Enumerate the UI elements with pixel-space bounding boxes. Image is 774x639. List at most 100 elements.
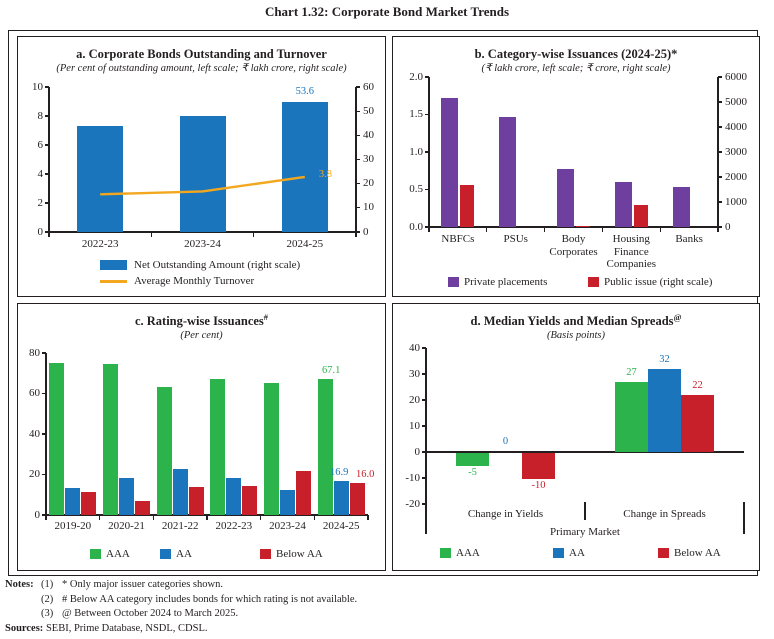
bar xyxy=(242,486,258,515)
y2-axis-tick xyxy=(356,134,360,136)
notes-block: Notes: (1) * Only major issuer categories … xyxy=(5,578,765,636)
y-axis-tick xyxy=(45,144,49,146)
y-tick-label: 40 xyxy=(29,427,40,440)
legend-label: AA xyxy=(569,547,585,559)
x-axis-tick xyxy=(659,227,661,232)
legend-label: AAA xyxy=(106,548,130,560)
bar xyxy=(81,491,97,515)
chart-title: Chart 1.32: Corporate Bond Market Trends xyxy=(264,4,510,19)
y-axis-tick xyxy=(45,202,49,204)
panel-b-plot: 0.0 0.5 1.0 1.5 2.0 0 1000 2000 3000 4000 5000 6000… xyxy=(393,37,759,296)
y2-axis-tick xyxy=(356,86,360,88)
y-axis-line xyxy=(425,348,427,534)
y-tick-label: 10 xyxy=(32,80,43,93)
y-tick-label: 1.0 xyxy=(409,145,423,158)
y-tick-label: 0 xyxy=(37,225,44,238)
panel-c-title-text: c. Rating-wise Issuances xyxy=(134,314,264,329)
value-label: 22 xyxy=(692,379,703,391)
y-tick-label: 1.5 xyxy=(409,108,423,120)
x-axis-line xyxy=(426,451,744,453)
y2-axis-tick xyxy=(718,126,722,128)
y2-tick-label: 40 xyxy=(363,128,374,141)
note-line-3: (3) @ Between October 2024 to March 2025. xyxy=(5,607,765,622)
sources-text: SEBI, Prime Database, NSDL, CDSL. xyxy=(45,622,208,634)
panel-d-title: d. Median Yields and Median Spreads@ xyxy=(393,310,759,329)
legend-swatch xyxy=(90,549,101,559)
x-category-label: 2024-25 xyxy=(286,238,324,250)
y2-tick-label: 0 xyxy=(725,220,731,233)
y-tick-label: 30 xyxy=(409,367,420,380)
bar xyxy=(135,500,150,515)
legend-swatch xyxy=(448,277,459,287)
y-tick-label: 0 xyxy=(34,508,41,521)
y-axis-tick xyxy=(422,373,426,375)
bar xyxy=(614,182,632,227)
bar xyxy=(49,363,65,515)
y-axis-tick xyxy=(422,503,426,505)
note-line-1: Notes: (1) * Only major issuer categories … xyxy=(5,578,765,593)
bar xyxy=(349,482,365,515)
x-axis-tick xyxy=(355,232,357,237)
y-tick-label: -20 xyxy=(405,497,420,510)
bar xyxy=(633,204,648,227)
legend-label: AAA xyxy=(456,547,480,559)
bar xyxy=(460,185,475,227)
y2-axis-tick xyxy=(356,158,360,161)
y2-axis-tick xyxy=(718,101,722,103)
bar xyxy=(317,379,333,515)
panel-c: c. Rating-wise Issuances# (Per cent) 0 20… xyxy=(17,303,386,571)
note-num: (2) xyxy=(41,593,54,605)
x-axis-tick xyxy=(313,515,315,520)
x-category-label: 2022-23 xyxy=(81,238,119,250)
value-label: -10 xyxy=(531,480,546,491)
x-axis-tick xyxy=(152,515,154,520)
legend-swatch xyxy=(588,277,599,287)
x-axis-tick xyxy=(428,227,430,232)
y-axis-tick xyxy=(425,113,429,116)
panel-a-title-text: a. Corporate Bonds Outstanding and Turno… xyxy=(76,47,327,62)
note-text: * Only major issuer categories shown. xyxy=(62,579,223,590)
y-axis-tick xyxy=(45,173,49,175)
panel-d-subtitle: (Basis points) xyxy=(546,330,606,342)
y-axis-tick xyxy=(45,115,49,117)
panel-d-plot: -20 -10 0 10 20 30 40 -5 0 -10 Change in Yields 27 3… xyxy=(393,304,759,570)
y2-tick-label: 4000 xyxy=(725,120,747,133)
y2-tick-label: 50 xyxy=(363,104,374,117)
legend-swatch xyxy=(100,260,127,270)
y-axis-tick xyxy=(422,477,426,479)
value-label: 16.9 xyxy=(329,466,349,478)
bar xyxy=(456,452,489,466)
bar xyxy=(156,387,172,515)
x-axis-tick xyxy=(150,232,152,237)
panel-d-title-sup: @ xyxy=(673,312,682,322)
x-category-label: 2024-25 xyxy=(322,520,360,532)
y-axis-tick xyxy=(422,399,426,401)
y-tick-label: 2 xyxy=(37,196,44,209)
y2-tick-label: 10 xyxy=(363,201,374,214)
bar xyxy=(280,489,295,515)
x-category-label: 2019-20 xyxy=(54,520,92,532)
x-category-label: Body Corporates xyxy=(549,233,598,258)
x-axis-title: Primary Market xyxy=(550,526,620,538)
legend-swatch xyxy=(260,549,271,559)
legend-label: AA xyxy=(176,548,192,560)
panel-c-title: c. Rating-wise Issuances# xyxy=(18,310,385,329)
value-label: 27 xyxy=(626,366,637,378)
x-category-label: PSUs xyxy=(503,233,528,245)
x-axis-tick xyxy=(717,227,719,232)
legend-swatch xyxy=(160,549,171,559)
y-tick-label: 20 xyxy=(409,393,420,406)
x-axis-tick xyxy=(367,515,369,520)
y2-tick-label: 6000 xyxy=(725,70,747,83)
y-axis-tick xyxy=(425,76,429,78)
y2-axis-line xyxy=(717,77,719,227)
x-axis-tick xyxy=(486,227,488,232)
legend-label: Average Monthly Turnover xyxy=(134,275,255,287)
note-num: (3) xyxy=(41,608,54,619)
bar xyxy=(188,487,204,515)
x-axis-line xyxy=(46,514,368,516)
y2-tick-label: 2000 xyxy=(725,170,747,183)
group-separator xyxy=(584,502,586,520)
panel-d-title-text: d. Median Yields and Median Spreads xyxy=(470,314,674,329)
y-tick-label: 4 xyxy=(37,167,44,180)
